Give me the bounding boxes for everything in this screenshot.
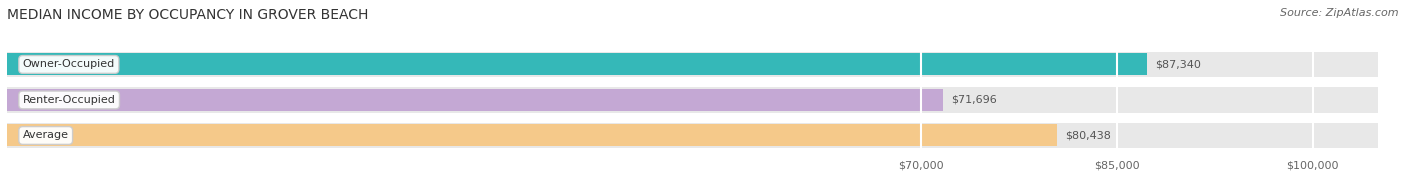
- Bar: [7, 123, 1378, 148]
- Text: MEDIAN INCOME BY OCCUPANCY IN GROVER BEACH: MEDIAN INCOME BY OCCUPANCY IN GROVER BEA…: [7, 8, 368, 22]
- Text: $71,696: $71,696: [950, 95, 997, 105]
- Text: $80,438: $80,438: [1064, 131, 1111, 141]
- Bar: [7, 54, 1147, 75]
- Text: Average: Average: [22, 131, 69, 141]
- Bar: [7, 87, 1378, 113]
- Text: $87,340: $87,340: [1156, 59, 1201, 69]
- Text: Renter-Occupied: Renter-Occupied: [22, 95, 115, 105]
- Bar: [7, 89, 943, 111]
- Text: Source: ZipAtlas.com: Source: ZipAtlas.com: [1281, 8, 1399, 18]
- Text: Owner-Occupied: Owner-Occupied: [22, 59, 115, 69]
- Bar: [7, 124, 1057, 146]
- Bar: [7, 52, 1378, 77]
